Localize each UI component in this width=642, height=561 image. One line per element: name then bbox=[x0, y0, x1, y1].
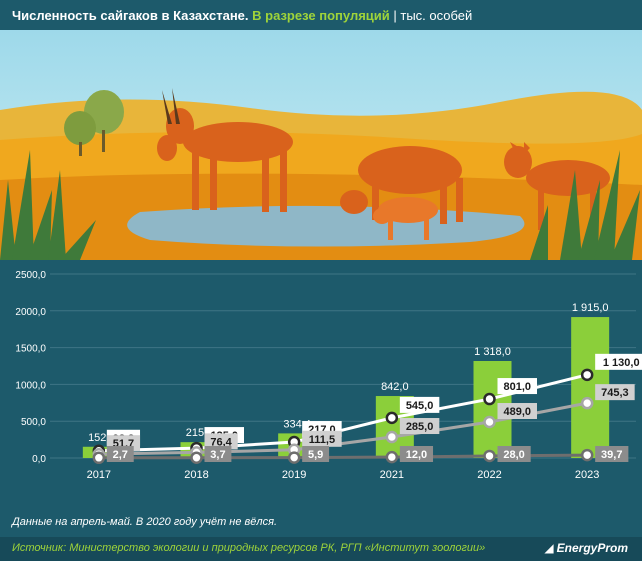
y-tick-label: 2000,0 bbox=[15, 307, 46, 318]
title-accent: В разрезе популяций bbox=[252, 8, 390, 23]
x-tick-label: 2023 bbox=[575, 469, 599, 481]
saiga-figure bbox=[157, 88, 293, 212]
data-label-total: 842,0 bbox=[381, 381, 409, 393]
y-tick-label: 2500,0 bbox=[15, 270, 46, 281]
source-text: Источник: Министерство экологии и природ… bbox=[12, 542, 486, 554]
data-label-box-ural bbox=[497, 378, 537, 395]
data-label-ustyurt: 39,7 bbox=[601, 449, 622, 461]
point-ustyurt bbox=[385, 450, 399, 464]
pond bbox=[127, 205, 525, 247]
data-label-box-betpak bbox=[595, 384, 635, 401]
saiga-illustration bbox=[0, 30, 642, 260]
y-axis: 0,0 500,0 1000,0 1500,0 2000,0 2500,0 bbox=[15, 270, 46, 465]
tree bbox=[64, 111, 96, 145]
saiga-figure bbox=[373, 197, 438, 240]
saiga-figure bbox=[340, 146, 463, 224]
data-label-box-ustyurt bbox=[302, 446, 330, 462]
point-ural bbox=[483, 392, 496, 406]
x-tick-label: 2022 bbox=[477, 469, 501, 481]
point-betpak bbox=[385, 430, 399, 444]
line-ural bbox=[98, 373, 588, 453]
data-label-betpak: 111,5 bbox=[309, 434, 335, 446]
x-axis: 2017 2018 2019 2021 2022 2023 bbox=[87, 469, 600, 481]
data-label-box-betpak bbox=[399, 418, 440, 435]
data-label-box-betpak bbox=[302, 430, 342, 447]
data-label-box-ustyurt bbox=[399, 446, 434, 462]
point-betpak bbox=[580, 396, 594, 410]
tree-trunk bbox=[79, 142, 82, 156]
data-label-ustyurt: 12,0 bbox=[406, 449, 427, 461]
data-label-ustyurt: 5,9 bbox=[308, 449, 323, 461]
brand-name: EnergyProm bbox=[556, 541, 628, 555]
y-tick-label: 1500,0 bbox=[15, 344, 46, 355]
data-label-box-betpak bbox=[204, 433, 238, 450]
point-betpak bbox=[483, 415, 496, 429]
data-label-ustyurt: 28,0 bbox=[503, 449, 524, 461]
point-ural bbox=[385, 411, 399, 425]
point-ustyurt bbox=[287, 451, 301, 464]
data-label-total: 1 915,0 bbox=[572, 302, 609, 314]
point-ural bbox=[580, 368, 594, 382]
y-tick-label: 1000,0 bbox=[15, 380, 46, 391]
data-label-ural: 545,0 bbox=[406, 400, 434, 412]
data-label-betpak: 489,0 bbox=[503, 406, 531, 418]
x-tick-label: 2017 bbox=[87, 469, 111, 481]
data-label-ustyurt: 3,7 bbox=[210, 449, 225, 461]
y-tick-label: 500,0 bbox=[21, 417, 46, 428]
y-tick-label: 0,0 bbox=[32, 454, 46, 465]
grass bbox=[0, 150, 640, 260]
x-tick-label: 2021 bbox=[380, 469, 404, 481]
data-label-betpak: 76,4 bbox=[210, 436, 232, 448]
data-label-box-ural bbox=[399, 396, 440, 413]
data-label-ustyurt: 2,7 bbox=[113, 449, 128, 461]
point-ustyurt bbox=[580, 448, 594, 462]
data-label-box-ustyurt bbox=[204, 446, 232, 462]
bars-total bbox=[82, 317, 610, 458]
data-label-box-ustyurt bbox=[497, 446, 531, 462]
energyprom-logo-icon: ◢ bbox=[544, 541, 554, 555]
data-label-box-ustyurt bbox=[595, 446, 629, 462]
data-label-box-ural bbox=[595, 353, 642, 370]
title-unit: тыс. особей bbox=[400, 8, 473, 23]
data-label-box-ustyurt bbox=[106, 446, 134, 462]
point-ustyurt bbox=[483, 449, 496, 463]
data-label-betpak: 745,3 bbox=[601, 387, 629, 399]
title-separator: | bbox=[389, 8, 401, 23]
point-ustyurt bbox=[92, 451, 106, 465]
x-tick-label: 2019 bbox=[282, 469, 306, 481]
data-label-betpak: 285,0 bbox=[406, 421, 434, 433]
chart-title: Численность сайгаков в Казахстане. В раз… bbox=[12, 8, 632, 23]
data-label-box-betpak bbox=[497, 403, 537, 420]
x-tick-label: 2018 bbox=[184, 469, 208, 481]
point-ustyurt bbox=[190, 451, 203, 464]
data-label-total: 1 318,0 bbox=[474, 346, 511, 358]
title-main: Численность сайгаков в Казахстане. bbox=[12, 8, 253, 23]
brand: ◢ EnergyProm bbox=[544, 541, 628, 555]
data-label-ural: 1 130,0 bbox=[603, 357, 640, 369]
tree-trunk bbox=[102, 130, 105, 152]
note: Данные на апрель-май. В 2020 году учёт н… bbox=[12, 516, 278, 528]
footer: Источник: Министерство экологии и природ… bbox=[0, 537, 642, 561]
data-label-ural: 801,0 bbox=[503, 381, 531, 393]
